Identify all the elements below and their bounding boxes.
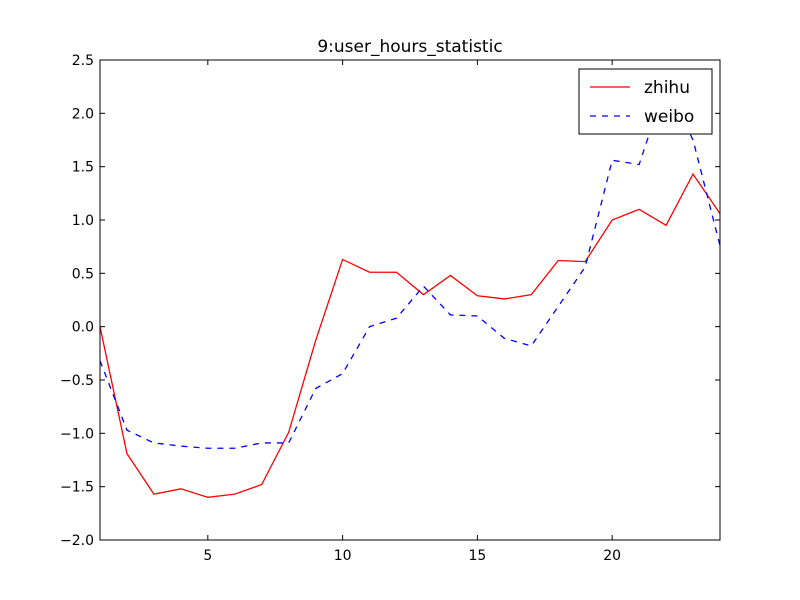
legend: zhihu weibo — [578, 68, 713, 135]
x-tick-label: 20 — [603, 548, 621, 564]
y-tick-label: 0.5 — [72, 266, 94, 282]
x-tick-label: 15 — [468, 548, 486, 564]
series-line-weibo — [100, 81, 720, 449]
series-layer — [100, 81, 720, 498]
x-tick-label: 5 — [203, 548, 212, 564]
y-tick-label: 0.0 — [72, 320, 94, 336]
y-tick-label: 2.0 — [72, 106, 94, 122]
y-tick-label: 1.0 — [72, 213, 94, 229]
y-tick-label: −1.0 — [60, 426, 94, 442]
legend-label-zhihu: zhihu — [644, 78, 690, 98]
chart-title: 9:user_hours_statistic — [317, 37, 502, 57]
legend-box — [578, 68, 713, 135]
y-tick-label: 1.5 — [72, 160, 94, 176]
plot-frame — [99, 59, 721, 541]
series-line-zhihu — [100, 172, 720, 498]
x-tick-label: 10 — [334, 548, 352, 564]
legend-label-weibo: weibo — [644, 107, 694, 127]
y-tick-label: −2.0 — [60, 533, 94, 549]
y-tick-label: 2.5 — [72, 53, 94, 69]
y-tick-label: −0.5 — [60, 373, 94, 389]
plot-area — [100, 60, 720, 540]
y-tick-label: −1.5 — [60, 480, 94, 496]
